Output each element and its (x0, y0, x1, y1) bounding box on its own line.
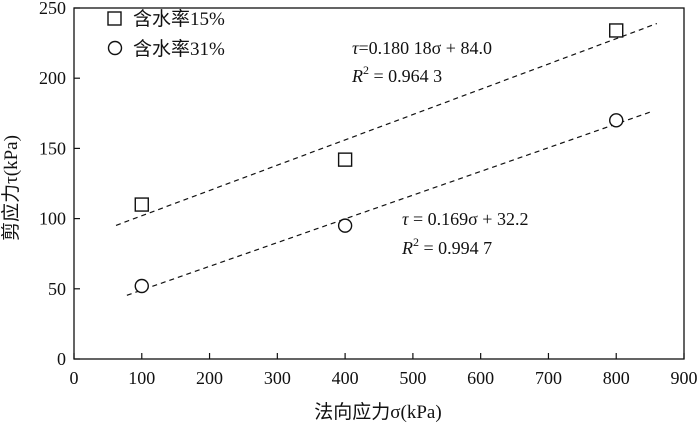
fit-line-series-2 (126, 110, 654, 296)
x-tick-label: 100 (128, 368, 155, 388)
fit-equation-series-2: τ = 0.169σ + 32.2 (402, 209, 528, 229)
equation-rhs: =0.180 18σ + 84.0 (358, 38, 492, 58)
fit-annotation-series-1: τ=0.180 18σ + 84.0 R2 = 0.964 3 (351, 38, 492, 86)
x-tick-label: 700 (535, 368, 562, 388)
equation-lhs: τ (402, 209, 409, 229)
r-label: R (401, 238, 413, 258)
x-tick-label: 900 (671, 368, 698, 388)
r-squared-series-2: R2 = 0.994 7 (401, 235, 492, 258)
y-tick-label: 200 (39, 68, 66, 88)
axis-ticks: 0 100 200 300 400 500 600 700 800 900 0 50 100 150 200… (39, 0, 698, 388)
data-markers (134, 23, 624, 294)
x-tick-label: 500 (399, 368, 426, 388)
data-point-circle (609, 113, 624, 128)
legend-circle-marker (107, 40, 123, 56)
equation-lhs: τ (352, 38, 359, 58)
x-tick-label: 200 (196, 368, 223, 388)
data-point-square (609, 23, 624, 38)
r-value: = 0.994 7 (419, 238, 492, 258)
fit-lines (115, 22, 658, 296)
x-tick-label: 600 (467, 368, 494, 388)
r-sup: 2 (363, 63, 369, 77)
x-tick-label: 800 (603, 368, 630, 388)
plot-border (73, 7, 685, 360)
fit-annotation-series-2: τ = 0.169σ + 32.2 R2 = 0.994 7 (401, 209, 528, 258)
data-point-circle (337, 218, 353, 233)
r-squared-series-1: R2 = 0.964 3 (351, 63, 442, 86)
x-axis-title: 法向应力σ(kPa) (314, 401, 441, 423)
y-tick-label: 150 (39, 138, 66, 158)
r-value: = 0.964 3 (369, 66, 442, 86)
y-tick-label: 0 (57, 349, 66, 369)
data-point-square (134, 197, 149, 212)
legend-label-series-1: 含水率15% (133, 8, 225, 30)
x-tick-label: 400 (332, 368, 359, 388)
r-label: R (351, 66, 363, 86)
r-sup: 2 (413, 235, 419, 249)
data-point-square (337, 152, 353, 167)
fit-line-series-1 (115, 22, 658, 226)
y-axis-title: 剪应力τ(kPa) (0, 135, 22, 241)
equation-rhs: = 0.169σ + 32.2 (408, 209, 528, 229)
x-tick-label: 300 (264, 368, 291, 388)
y-tick-label: 100 (39, 209, 66, 229)
fit-equation-series-1: τ=0.180 18σ + 84.0 (352, 38, 492, 58)
legend-label-series-2: 含水率31% (133, 38, 225, 60)
legend: 含水率15% 含水率31% (107, 8, 225, 60)
y-tick-label: 250 (39, 0, 66, 18)
y-tick-label: 50 (48, 279, 66, 299)
legend-square-marker (107, 11, 122, 26)
x-tick-label: 0 (70, 368, 79, 388)
data-point-circle (134, 278, 149, 294)
plot-frame (73, 7, 685, 360)
